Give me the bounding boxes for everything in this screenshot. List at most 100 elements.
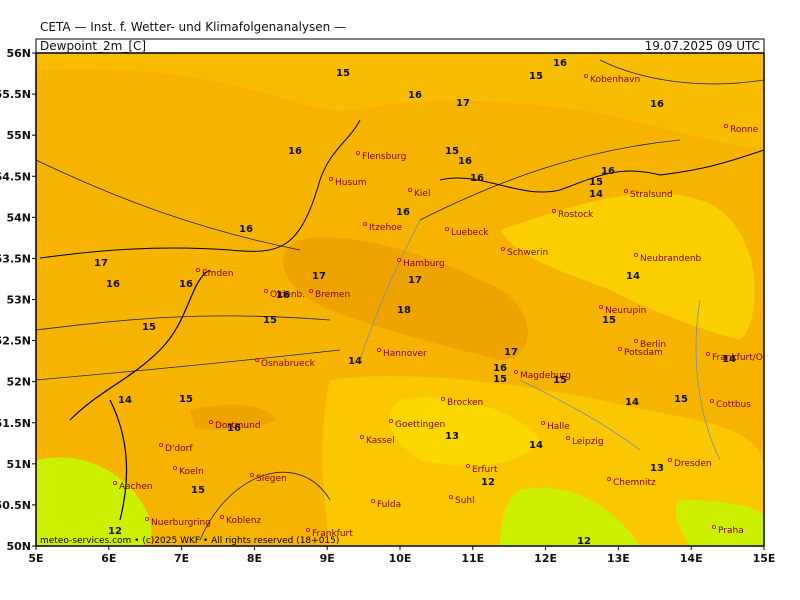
city-dot <box>710 398 715 403</box>
lat-label: 53N <box>6 294 31 307</box>
contour-label: 16 <box>458 156 472 167</box>
city-dot <box>465 463 470 468</box>
city-label: Cottbus <box>716 400 751 410</box>
lat-label: 54.5N <box>0 170 31 183</box>
lat-label: 51.5N <box>0 417 31 430</box>
city-dot <box>263 288 268 293</box>
contour-label: 14 <box>118 395 132 406</box>
city-dot <box>362 221 367 226</box>
city-label: Siegen <box>256 474 287 484</box>
city-label: Berlin <box>640 340 666 350</box>
city-label: Nuerburgring <box>151 518 211 528</box>
city-dot <box>172 465 177 470</box>
city-dot <box>407 187 412 192</box>
contour-label: 15 <box>589 177 603 188</box>
contour-label: 15 <box>179 394 193 405</box>
lat-label: 50.5N <box>0 499 31 512</box>
city-dot <box>144 517 149 522</box>
city-label: Emden <box>202 269 233 279</box>
header-title: CETA — Inst. f. Wetter- und Klimafolgena… <box>40 20 346 34</box>
city-dot <box>195 267 200 272</box>
contour-label: 12 <box>108 526 122 537</box>
city-dot <box>359 434 364 439</box>
lat-label: 52.5N <box>0 335 31 348</box>
city-label: Kassel <box>366 436 395 446</box>
contour-label: 17 <box>94 258 108 269</box>
contour-label: 15 <box>674 394 688 405</box>
city-dot <box>618 346 623 351</box>
city-dot <box>584 74 589 79</box>
contour-label: 16 <box>553 58 567 69</box>
valid-time: 19.07.2025 09 UTC <box>645 39 760 53</box>
city-label: Aachen <box>119 482 153 492</box>
city-label: Hannover <box>383 349 427 359</box>
contour-label: 15 <box>336 68 350 79</box>
contour-label: 15 <box>263 315 277 326</box>
contour-label: 18 <box>397 305 411 316</box>
contour-label: 15 <box>191 485 205 496</box>
lat-label: 53.5N <box>0 252 31 265</box>
city-label: Praha <box>718 526 744 536</box>
contour-label: 15 <box>142 322 156 333</box>
lon-label: 9E <box>320 552 335 565</box>
contour-label: 16 <box>408 90 422 101</box>
city-label: Leipzig <box>572 437 604 447</box>
lat-label: 54N <box>6 211 31 224</box>
city-dot <box>566 435 571 440</box>
city-label: Stralsund <box>630 190 673 200</box>
city-label: Osnabrueck <box>261 359 316 369</box>
city-dot <box>500 246 505 251</box>
lon-label: 13E <box>607 552 630 565</box>
city-dot <box>249 472 254 477</box>
footer: meteo-services.com • (c)2025 WKF • All r… <box>40 536 339 546</box>
city-dot <box>668 457 673 462</box>
contour-label: 14 <box>589 189 603 200</box>
contour-label: 16 <box>601 166 615 177</box>
city-label: Flensburg <box>362 152 406 162</box>
city-label: Bremen <box>315 290 350 300</box>
city-label: Oldenb. <box>270 290 305 300</box>
contour-label: 13 <box>650 463 664 474</box>
lon-label: 12E <box>534 552 557 565</box>
city-dot <box>706 351 711 356</box>
contour-label: 16 <box>650 99 664 110</box>
lat-label: 55.5N <box>0 88 31 101</box>
city-dot <box>396 257 401 262</box>
map-field <box>35 53 765 546</box>
city-dot <box>624 188 629 193</box>
city-label: Hamburg <box>403 259 445 269</box>
lon-label: 8E <box>247 552 262 565</box>
city-label: Erfurt <box>472 465 498 475</box>
city-label: Brocken <box>447 398 483 408</box>
city-label: Schwerin <box>507 248 548 258</box>
city-dot <box>599 304 604 309</box>
city-dot <box>444 226 449 231</box>
lat-label: 51N <box>6 458 31 471</box>
city-dot <box>552 208 557 213</box>
contour-label: 14 <box>529 440 543 451</box>
field-name: Dewpoint_2m_[C] <box>40 39 146 53</box>
city-label: Dresden <box>674 459 712 469</box>
contour-label: 12 <box>481 477 495 488</box>
contour-label: 14 <box>348 356 362 367</box>
city-label: Husum <box>335 178 367 188</box>
contour-label: 16 <box>227 423 241 434</box>
city-dot <box>308 288 313 293</box>
contour-label: 14 <box>722 354 736 365</box>
city-dot <box>208 419 213 424</box>
city-label: Goettingen <box>395 420 445 430</box>
contour-label: 16 <box>493 363 507 374</box>
city-dot <box>113 480 118 485</box>
contour-label: 15 <box>602 315 616 326</box>
contour-label: 16 <box>276 290 290 301</box>
city-label: Kiel <box>414 189 430 199</box>
lon-label: 14E <box>680 552 703 565</box>
contour-label: 14 <box>625 397 639 408</box>
city-dot <box>388 418 393 423</box>
contour-label: 16 <box>106 279 120 290</box>
city-label: Magdeburg <box>520 371 571 381</box>
contour-label: 16 <box>179 279 193 290</box>
city-dot <box>634 338 639 343</box>
